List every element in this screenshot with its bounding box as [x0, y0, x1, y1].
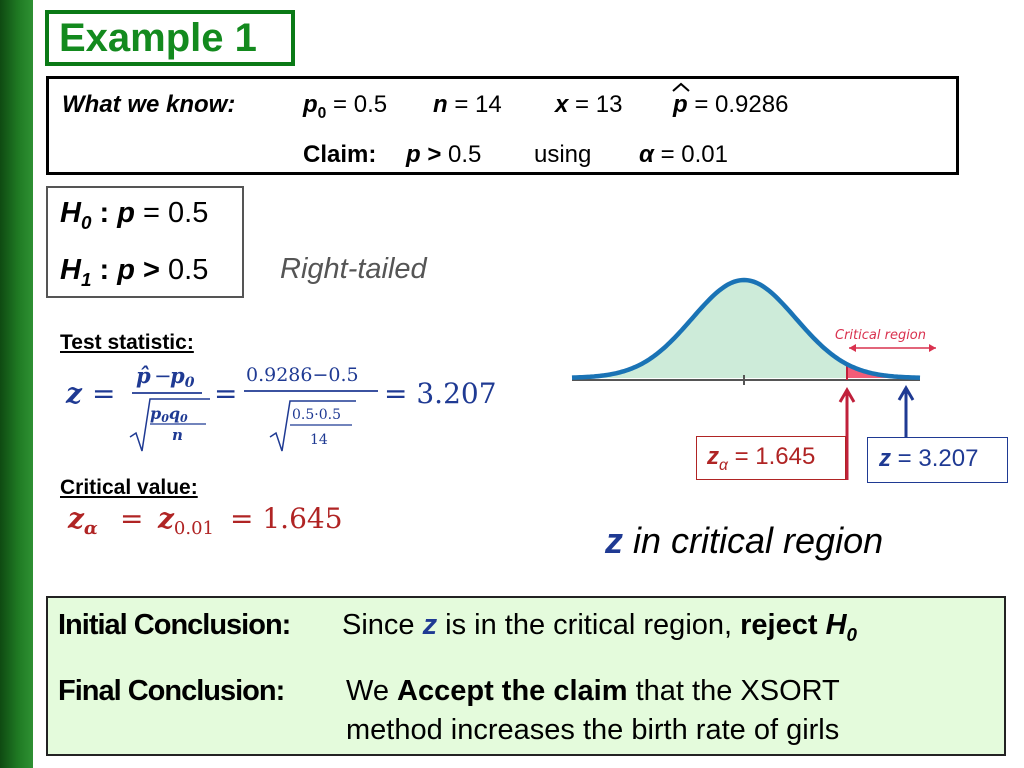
svg-text:p0q0: p0q0 — [150, 404, 188, 425]
svg-text:=: = — [120, 502, 143, 535]
sidebar-bar — [0, 0, 33, 768]
svg-text:=: = — [214, 377, 237, 410]
test-statistic-formula: z = p̂ − p0 p0q0 n = 0.9286−0.5 0.5·0.5 … — [65, 363, 497, 452]
null-hypothesis: H0 : p = 0.5 — [60, 197, 209, 233]
svg-text:= 3.207: = 3.207 — [384, 377, 497, 410]
x-value: x = 13 — [555, 91, 623, 118]
using-text: using — [534, 141, 592, 168]
alternative-hypothesis: H1 : p > 0.5 — [60, 254, 209, 290]
normal-distribution-graph: Critical region — [571, 277, 936, 480]
final-conclusion-label: Final Conclusion: — [58, 675, 285, 707]
svg-text:p0: p0 — [170, 363, 195, 391]
p0-value: p0 = 0.5 — [303, 91, 388, 122]
svg-text:zα: zα — [67, 502, 98, 539]
arrow-up-icon — [897, 385, 915, 401]
z-alpha-label-box: zα = 1.645 — [696, 436, 846, 480]
p-hat-symbol: p — [672, 82, 690, 118]
critical-value-formula: zα = z0.01 = 1.645 — [67, 502, 343, 539]
initial-conclusion-label: Initial Conclusion: — [58, 609, 291, 641]
hypotheses-box: H0 : p = 0.5 H1 : p > 0.5 — [46, 186, 244, 298]
z-label-box: z = 3.207 — [867, 437, 1008, 483]
svg-text:z0.01: z0.01 — [157, 502, 214, 539]
critical-region-text: Critical region — [835, 328, 926, 343]
normal-curve — [571, 277, 921, 380]
claim-label: Claim: — [303, 141, 377, 168]
given-info-box: What we know: p0 = 0.5 n = 14 x = 13 p =… — [46, 76, 959, 175]
conclusion-box: Initial Conclusion: Since z is in the cr… — [46, 596, 1006, 756]
svg-text:0.9286−0.5: 0.9286−0.5 — [246, 364, 359, 386]
final-conclusion-line2: method increases the birth rate of girls — [346, 714, 840, 746]
svg-text:0.5·0.5: 0.5·0.5 — [292, 407, 341, 423]
claim-statement: p > 0.5 — [406, 141, 482, 168]
svg-text:z: z — [65, 377, 83, 410]
test-statistic-label: Test statistic: — [60, 331, 194, 354]
final-conclusion-line1: We Accept the claim that the XSORT — [346, 675, 840, 707]
svg-text:= 1.645: = 1.645 — [230, 502, 343, 535]
svg-text:=: = — [92, 377, 115, 410]
alpha-value: α = 0.01 — [639, 141, 728, 168]
hat-icon — [672, 82, 690, 92]
slide-title: Example 1 — [45, 10, 295, 66]
phat-value: p = 0.9286 — [672, 82, 788, 119]
what-we-know-label: What we know: — [62, 91, 236, 118]
svg-text:14: 14 — [310, 432, 328, 448]
tail-type-label: Right-tailed — [280, 253, 427, 285]
initial-conclusion-text: Since z is in the critical region, rejec… — [342, 609, 858, 645]
phat-term: p̂ — [136, 363, 151, 388]
svg-text:n: n — [172, 426, 183, 444]
n-value: n = 14 — [433, 91, 502, 118]
critical-region-statement: z in critical region — [605, 520, 884, 561]
critical-region-area — [847, 364, 920, 378]
critical-value-label: Critical value: — [60, 476, 198, 499]
svg-text:−: − — [154, 364, 172, 388]
arrow-up-icon — [838, 387, 856, 403]
